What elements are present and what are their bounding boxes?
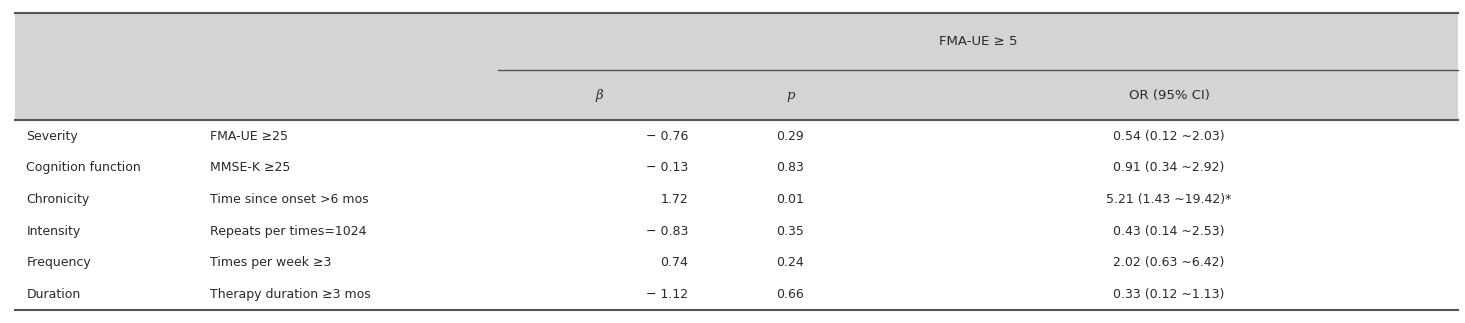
Text: MMSE-K ≥25: MMSE-K ≥25 <box>209 161 290 174</box>
Text: 0.01: 0.01 <box>776 193 804 206</box>
Text: 0.24: 0.24 <box>776 256 804 269</box>
Text: Repeats per times=1024: Repeats per times=1024 <box>209 224 366 237</box>
Text: Severity: Severity <box>26 130 78 143</box>
Bar <box>15 70 1458 120</box>
Text: − 0.83: − 0.83 <box>646 224 689 237</box>
Bar <box>15 13 1458 70</box>
Text: p: p <box>787 89 794 102</box>
Text: Times per week ≥3: Times per week ≥3 <box>209 256 331 269</box>
Text: 0.66: 0.66 <box>776 288 804 301</box>
Text: FMA-UE ≥25: FMA-UE ≥25 <box>209 130 287 143</box>
Text: Therapy duration ≥3 mos: Therapy duration ≥3 mos <box>209 288 371 301</box>
Text: OR (95% CI): OR (95% CI) <box>1128 89 1210 102</box>
Text: 0.35: 0.35 <box>776 224 804 237</box>
Text: 5.21 (1.43 ∼19.42)*: 5.21 (1.43 ∼19.42)* <box>1106 193 1232 206</box>
Text: Cognition function: Cognition function <box>26 161 141 174</box>
Text: 0.74: 0.74 <box>661 256 689 269</box>
Text: 0.43 (0.14 ∼2.53): 0.43 (0.14 ∼2.53) <box>1113 224 1225 237</box>
Text: 1.72: 1.72 <box>661 193 689 206</box>
Text: 0.91 (0.34 ∼2.92): 0.91 (0.34 ∼2.92) <box>1113 161 1225 174</box>
Text: 0.29: 0.29 <box>776 130 804 143</box>
Text: − 0.13: − 0.13 <box>646 161 689 174</box>
Text: 0.33 (0.12 ∼1.13): 0.33 (0.12 ∼1.13) <box>1113 288 1225 301</box>
Text: 0.54 (0.12 ∼2.03): 0.54 (0.12 ∼2.03) <box>1113 130 1225 143</box>
Text: − 0.76: − 0.76 <box>646 130 689 143</box>
Text: − 1.12: − 1.12 <box>646 288 689 301</box>
Text: Chronicity: Chronicity <box>26 193 89 206</box>
Text: Time since onset >6 mos: Time since onset >6 mos <box>209 193 368 206</box>
Text: FMA-UE ≥ 5: FMA-UE ≥ 5 <box>939 35 1017 48</box>
Text: 2.02 (0.63 ∼6.42): 2.02 (0.63 ∼6.42) <box>1113 256 1225 269</box>
Text: 0.83: 0.83 <box>776 161 804 174</box>
Text: Intensity: Intensity <box>26 224 81 237</box>
Text: Duration: Duration <box>26 288 81 301</box>
Text: Frequency: Frequency <box>26 256 91 269</box>
Text: β: β <box>595 89 604 102</box>
